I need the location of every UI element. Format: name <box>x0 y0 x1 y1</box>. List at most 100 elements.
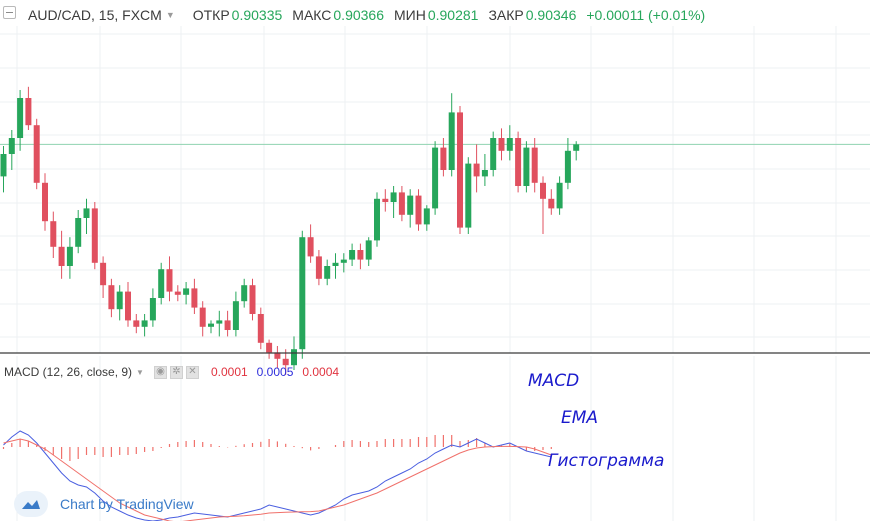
candle-body <box>274 352 281 359</box>
candle-body <box>365 240 372 260</box>
candle-body <box>564 150 571 183</box>
candle-body <box>116 291 123 310</box>
candle-body <box>415 195 422 225</box>
open-label: ОТКР <box>192 7 230 23</box>
candle-body <box>50 221 57 247</box>
candle-body <box>100 262 107 286</box>
candle-body <box>266 342 273 353</box>
candle-body <box>125 291 131 321</box>
candle-body <box>17 98 24 138</box>
candle-body <box>241 285 248 302</box>
macd-value: 0.0005 <box>256 365 294 379</box>
collapse-legend-button[interactable] <box>3 6 16 19</box>
candle-body <box>498 138 505 151</box>
candle-body <box>382 198 389 202</box>
open-value: 0.90335 <box>231 7 283 23</box>
signal-value: 0.0004 <box>302 365 340 379</box>
candle-body <box>133 320 140 327</box>
low-value: 0.90281 <box>427 7 479 23</box>
candle-body <box>208 323 214 327</box>
gear-icon[interactable]: ✲ <box>169 365 183 379</box>
candle-body <box>8 138 15 154</box>
candle-body <box>282 358 289 366</box>
candle-body <box>33 125 40 183</box>
candle-body <box>158 269 165 298</box>
candle-body <box>349 250 356 260</box>
eye-icon[interactable]: ◉ <box>153 365 167 379</box>
candle-body <box>224 320 231 330</box>
candle-body <box>440 147 447 170</box>
candle-body <box>25 98 32 126</box>
candle-body <box>291 349 297 366</box>
tradingview-branding[interactable]: Chart by TradingView <box>14 491 194 517</box>
candle-body <box>324 266 331 279</box>
candle-body <box>540 182 546 199</box>
candle-body <box>58 246 65 266</box>
candle-body <box>108 285 115 310</box>
candle-body <box>573 144 580 151</box>
candle-body <box>390 192 397 202</box>
candle-body <box>374 198 380 241</box>
candle-body <box>357 250 364 260</box>
candle-body <box>174 291 181 295</box>
macd-legend: MACD (12, 26, close, 9) ▼ ◉ ✲ ✕ 0.0001 0… <box>4 364 339 380</box>
candle-body <box>432 147 439 209</box>
close-label: ЗАКР <box>488 7 524 23</box>
candle-body <box>465 163 472 228</box>
candle-body <box>490 138 497 170</box>
candle-body <box>506 138 513 151</box>
candle-body <box>315 256 322 279</box>
low-label: МИН <box>394 7 426 23</box>
close-value: 0.90346 <box>525 7 577 23</box>
candle-body <box>66 246 73 266</box>
candle-body <box>249 285 256 314</box>
cloud-icon <box>14 491 48 517</box>
candle-body <box>332 262 339 266</box>
candle-body <box>141 320 148 327</box>
close-icon[interactable]: ✕ <box>185 365 199 379</box>
ema-annotation: EMA <box>561 408 599 428</box>
macd-title[interactable]: MACD (12, 26, close, 9) <box>4 365 133 379</box>
candle-body <box>166 269 173 292</box>
candle-body <box>548 198 555 209</box>
candle-body <box>0 154 7 177</box>
histogram-value: 0.0001 <box>210 365 248 379</box>
macd-annotation: MACD <box>528 371 580 391</box>
candle-body <box>199 307 206 327</box>
change-value: +0.00011 (+0.01%) <box>586 7 706 23</box>
candle-body <box>257 314 264 343</box>
candle-body <box>473 163 480 177</box>
candle-body <box>216 320 223 324</box>
candle-body <box>398 192 405 215</box>
candle-body <box>91 208 98 263</box>
candle-body <box>448 112 455 170</box>
chevron-down-icon[interactable]: ▼ <box>136 367 144 377</box>
candle-body <box>75 218 82 247</box>
candle-body <box>232 301 239 330</box>
candle-body <box>457 112 463 228</box>
symbol-title[interactable]: AUD/CAD, 15, FXCM <box>28 7 162 23</box>
candle-body <box>407 195 414 215</box>
high-value: 0.90366 <box>333 7 384 23</box>
macd-line <box>3 430 552 521</box>
candle-body <box>523 147 530 186</box>
candle-body <box>191 288 198 308</box>
histogram-annotation: Гистограмма <box>548 451 665 471</box>
chevron-down-icon[interactable]: ▼ <box>165 10 175 20</box>
candle-body <box>340 259 347 263</box>
candle-body <box>42 182 48 222</box>
candle-body <box>183 288 190 295</box>
candle-body <box>299 237 306 350</box>
candle-body <box>423 208 430 225</box>
high-label: МАКС <box>292 7 332 23</box>
candle-body <box>307 237 314 257</box>
candle-body <box>556 182 563 209</box>
candle-body <box>515 138 522 186</box>
legend-bar: AUD/CAD, 15, FXCM ▼ ОТКР 0.90335 МАКС 0.… <box>0 5 715 25</box>
branding-text: Chart by TradingView <box>60 496 194 512</box>
ema-signal-line <box>3 438 552 521</box>
candle-body <box>531 147 538 183</box>
candle-body <box>149 298 156 321</box>
candle-body <box>83 208 90 218</box>
